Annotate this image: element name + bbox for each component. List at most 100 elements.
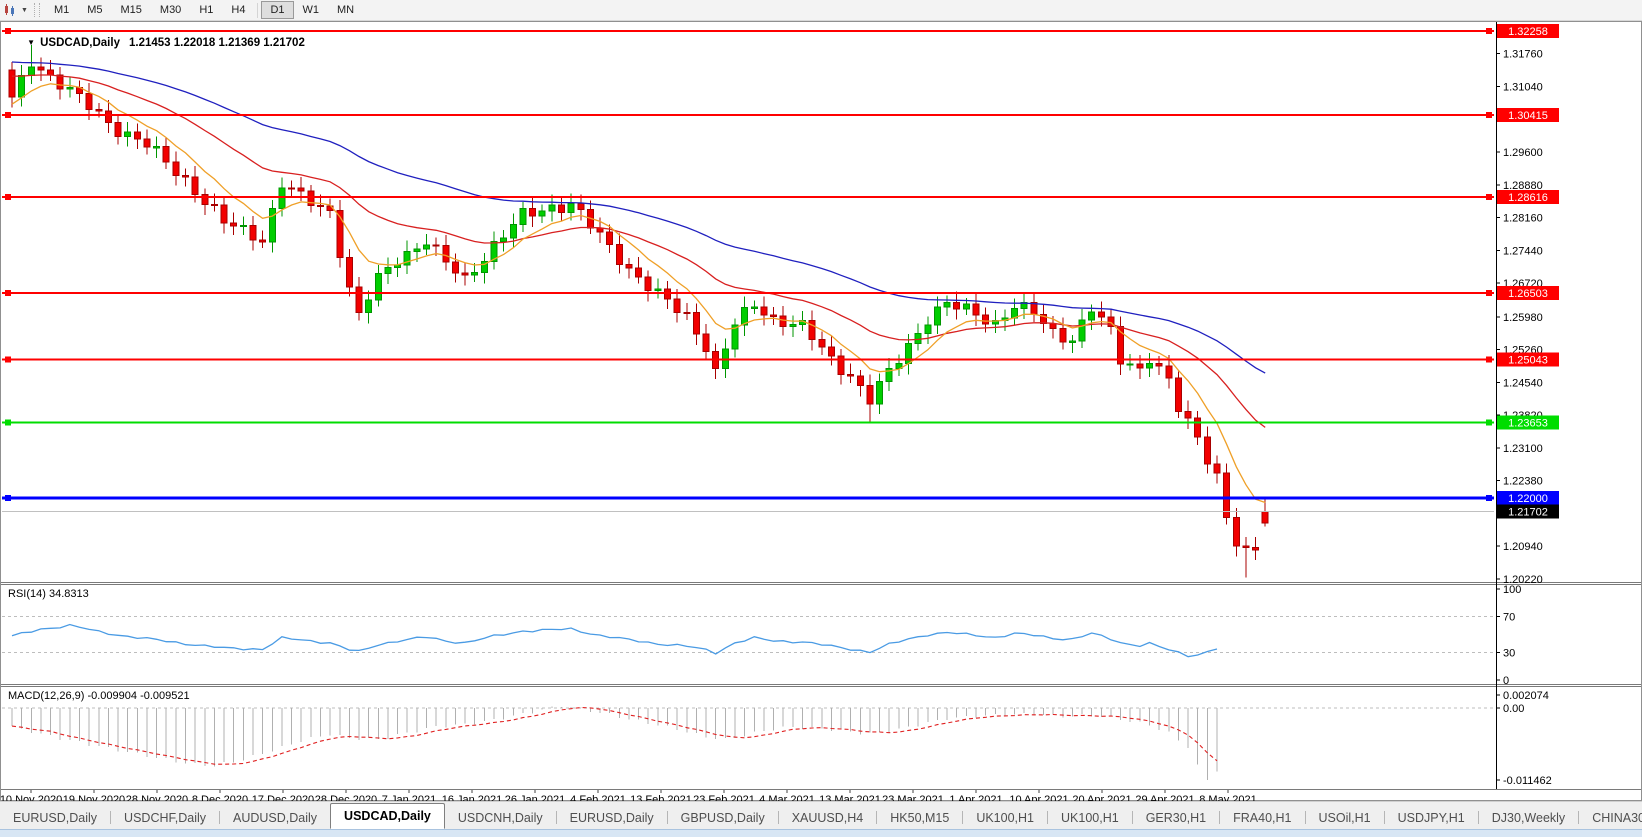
line-handle-left[interactable] — [5, 289, 11, 296]
line-handle-left[interactable] — [5, 28, 11, 34]
date-label: 7 Jan 2021 — [382, 794, 436, 801]
line-handle-right[interactable] — [1486, 494, 1492, 501]
timeframe-button-MN[interactable]: MN — [337, 4, 355, 16]
candle-body — [394, 264, 402, 269]
toolbar-grip-handle[interactable] — [33, 3, 40, 17]
horizontal-line-1.30415[interactable] — [2, 111, 1494, 118]
candle-body — [47, 69, 55, 76]
chart-period-icon[interactable] — [3, 3, 19, 17]
candle-body — [1261, 511, 1269, 524]
candle-body — [471, 272, 479, 276]
candle-body — [615, 243, 623, 266]
chart-dropdown-icon[interactable]: ▼ — [27, 38, 36, 47]
line-handle-right[interactable] — [1486, 28, 1492, 34]
line-handle-right[interactable] — [1486, 193, 1492, 200]
line-handle-left[interactable] — [5, 356, 11, 363]
line-handle-left[interactable] — [5, 193, 11, 200]
tab-separator — [555, 811, 557, 824]
tab-EURUSD-Daily[interactable]: EURUSD,Daily — [569, 811, 654, 825]
line-handle-right[interactable] — [1486, 356, 1492, 363]
axis-price-box-label: 1.30415 — [1508, 110, 1548, 122]
date-label: 26 Jan 2021 — [505, 794, 566, 801]
candle-body — [124, 131, 132, 138]
tab-GBPUSD-Daily[interactable]: GBPUSD,Daily — [680, 811, 765, 825]
timeframe-button-H4[interactable]: H4 — [231, 4, 246, 16]
date-label: 1 Apr 2021 — [949, 794, 1002, 801]
candle-body — [365, 299, 373, 314]
horizontal-line-1.25043[interactable] — [2, 356, 1494, 363]
candle-body — [1107, 316, 1115, 327]
candle-body — [606, 231, 614, 245]
axis-tick-label: 1.22380 — [1503, 476, 1543, 488]
tab-USDCNH-Daily[interactable]: USDCNH,Daily — [457, 811, 543, 825]
timeframe-button-W1[interactable]: W1 — [302, 4, 320, 16]
candle-body — [345, 256, 353, 288]
candle-body — [972, 303, 980, 316]
tab-USDCAD-Daily[interactable]: USDCAD,Daily — [330, 803, 445, 829]
timeframe-button-M1[interactable]: M1 — [53, 4, 70, 16]
candle-body — [905, 343, 913, 365]
tab-separator — [876, 811, 878, 824]
candle-body — [249, 224, 257, 241]
tab-DJ30-Weekly[interactable]: DJ30,Weekly — [1491, 811, 1566, 825]
candle-body — [1059, 327, 1067, 343]
axis-tick-label: 1.27440 — [1503, 245, 1543, 257]
timeframe-button-H1[interactable]: H1 — [199, 4, 214, 16]
date-label: 8 May 2021 — [1199, 794, 1256, 801]
tab-HK50-M15[interactable]: HK50,M15 — [890, 811, 950, 825]
candle-body — [1117, 325, 1125, 365]
line-handle-left[interactable] — [5, 494, 11, 501]
line-handle-right[interactable] — [1486, 289, 1492, 296]
line-handle-left[interactable] — [5, 419, 11, 426]
candle-body — [307, 190, 315, 206]
tab-UK100-H1[interactable]: UK100,H1 — [1061, 811, 1119, 825]
timeframe-button-D1[interactable]: D1 — [261, 1, 294, 19]
axis-price-box-1.25043: 1.25043 — [1497, 352, 1559, 367]
tab-CHINA300-H1[interactable]: CHINA300,H1 — [1592, 811, 1642, 825]
chart-title: ▼ USDCAD,Daily 1.21453 1.22018 1.21369 1.2… — [8, 25, 305, 61]
horizontal-line-1.32258[interactable] — [2, 28, 1494, 34]
candle-body — [1184, 410, 1192, 419]
ma-fast-line — [11, 83, 1266, 504]
candle-body — [143, 138, 151, 148]
chart-background — [0, 21, 1642, 801]
line-handle-left[interactable] — [5, 111, 11, 118]
timeframe-button-M15[interactable]: M15 — [120, 4, 142, 16]
tab-AUDUSD-Daily[interactable]: AUDUSD,Daily — [233, 811, 318, 825]
tab-UK100-H1[interactable]: UK100,H1 — [976, 811, 1034, 825]
candle-body — [316, 204, 324, 208]
date-label: 23 Feb 2021 — [693, 794, 755, 801]
line-handle-right[interactable] — [1486, 419, 1492, 426]
tab-USOil-H1[interactable]: USOil,H1 — [1318, 811, 1371, 825]
axis-price-box-label: 1.22000 — [1508, 493, 1548, 505]
timeframe-button-M5[interactable]: M5 — [87, 4, 103, 16]
tab-EURUSD-Daily[interactable]: EURUSD,Daily — [13, 811, 98, 825]
axis-tick-label: 1.28880 — [1503, 180, 1543, 192]
axis-price-box-label: 1.32258 — [1508, 26, 1548, 38]
candle-body — [1146, 362, 1154, 369]
chevron-down-icon[interactable]: ▼ — [21, 6, 28, 14]
candle-body — [1126, 363, 1134, 366]
tab-XAUUSD-H4[interactable]: XAUUSD,H4 — [791, 811, 864, 825]
tab-separator — [1304, 811, 1306, 824]
tab-separator — [1047, 811, 1048, 824]
horizontal-line-1.23653[interactable] — [2, 419, 1494, 426]
candle-body — [876, 380, 884, 405]
candle-body — [1097, 311, 1105, 318]
tab-USDCHF-Daily[interactable]: USDCHF,Daily — [124, 811, 206, 825]
timeframe-buttons: M1 M5 M15 M30 H1 H4 D1 W1 MN — [45, 1, 363, 19]
tab-USDJPY-H1[interactable]: USDJPY,H1 — [1397, 811, 1465, 825]
horizontal-line-1.26503[interactable] — [2, 289, 1494, 296]
chart-ohlc-values: 1.21453 1.22018 1.21369 1.21702 — [128, 37, 305, 49]
tab-FRA40-H1[interactable]: FRA40,H1 — [1233, 811, 1292, 825]
timeframe-button-M30[interactable]: M30 — [159, 4, 182, 16]
tab-separator — [219, 811, 220, 824]
horizontal-line-1.22000[interactable] — [2, 494, 1494, 501]
line-handle-right[interactable] — [1486, 111, 1492, 118]
candle-body — [702, 333, 710, 353]
candle-body — [239, 224, 247, 228]
horizontal-line-1.28616[interactable] — [2, 193, 1494, 200]
tab-GER30-H1[interactable]: GER30,H1 — [1145, 811, 1207, 825]
candle-body — [27, 66, 35, 76]
candle-body — [750, 306, 758, 309]
